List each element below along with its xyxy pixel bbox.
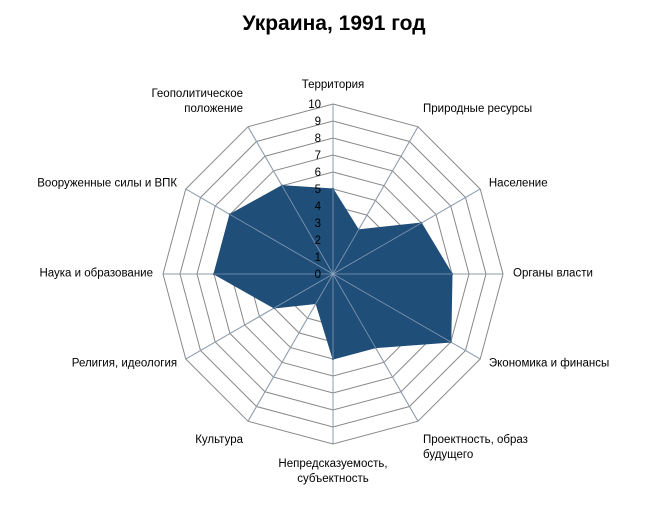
axis-label-line: Экономика и финансы — [489, 358, 609, 370]
axis-label-line: Религия, идеология — [72, 358, 177, 370]
axis-label-line: положение — [184, 103, 243, 115]
axis-label-line: будущего — [423, 449, 473, 461]
spoke-overlay-8 — [247, 273, 334, 422]
axis-label-line: Природные ресурсы — [423, 103, 532, 115]
tick-label-8: 8 — [315, 133, 321, 145]
tick-label-6: 6 — [315, 167, 321, 179]
axis-label-1: Территория — [302, 79, 365, 91]
tick-label-0: 0 — [315, 269, 321, 281]
spoke-overlay-9 — [185, 273, 334, 360]
axis-label-line: Проектность, образ — [423, 434, 528, 446]
spoke-overlay-12 — [247, 126, 334, 275]
axis-label-7: Непредсказуемость, субъектность — [278, 458, 387, 485]
spoke-overlay-6 — [332, 273, 419, 422]
axis-label-2: Природные ресурсы — [423, 103, 532, 115]
axis-label-10: Наука и образование — [39, 268, 153, 280]
tick-label-2: 2 — [315, 235, 321, 247]
axis-label-9: Религия, идеология — [72, 358, 177, 370]
axis-label-line: Органы власти — [513, 268, 593, 280]
tick-label-7: 7 — [315, 150, 321, 162]
axis-label-line: субъектность — [297, 473, 369, 485]
axis-label-line: Вооруженные силы и ВПК — [37, 178, 177, 190]
axis-label-line: Наука и образование — [39, 268, 153, 280]
axis-label-line: Непредсказуемость, — [278, 458, 387, 470]
axis-label-line: Культура — [195, 434, 243, 446]
tick-label-4: 4 — [315, 201, 322, 213]
spoke-overlay-11 — [185, 188, 334, 275]
spoke-overlay-3 — [332, 188, 481, 275]
axis-label-6: Проектность, образ будущего — [423, 434, 528, 461]
axis-label-8: Культура — [195, 434, 243, 446]
axis-label-line: Население — [489, 178, 548, 190]
tick-label-1: 1 — [315, 252, 321, 264]
axis-label-12: Геополитическое положение — [151, 88, 243, 115]
tick-label-3: 3 — [315, 218, 321, 230]
axis-label-11: Вооруженные силы и ВПК — [37, 178, 177, 190]
tick-label-10: 10 — [308, 99, 321, 111]
spoke-overlay-5 — [332, 273, 481, 360]
chart-title: Украина, 1991 год — [242, 12, 426, 35]
axis-label-5: Экономика и финансы — [489, 358, 609, 370]
tick-label-9: 9 — [315, 116, 321, 128]
axis-label-3: Население — [489, 178, 548, 190]
tick-label-5: 5 — [315, 184, 321, 196]
axis-label-line: Территория — [302, 79, 365, 91]
axis-label-line: Геополитическое — [151, 88, 243, 100]
spoke-overlay-2 — [332, 126, 419, 275]
axis-label-4: Органы власти — [513, 268, 593, 280]
